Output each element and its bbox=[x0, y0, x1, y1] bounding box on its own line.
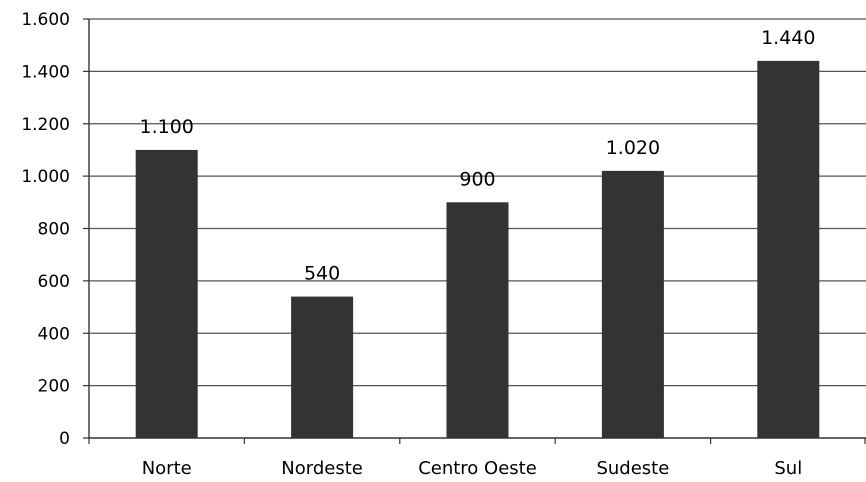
x-tick-label: Sul bbox=[774, 458, 802, 477]
x-tick-label: Nordeste bbox=[281, 458, 363, 477]
bar bbox=[601, 170, 664, 438]
bar-value-label: 1.100 bbox=[139, 116, 193, 138]
x-tick-label: Sudeste bbox=[596, 458, 669, 477]
bar bbox=[135, 149, 198, 438]
y-tick-label: 200 bbox=[38, 377, 70, 397]
y-tick-label: 1.200 bbox=[21, 115, 70, 135]
y-tick-label: 0 bbox=[59, 429, 70, 449]
y-tick-label: 400 bbox=[38, 324, 70, 344]
bar-value-label: 900 bbox=[459, 168, 495, 190]
x-tick-label: Norte bbox=[142, 458, 192, 477]
bar-value-label: 1.020 bbox=[606, 137, 660, 159]
bar-value-label: 1.440 bbox=[761, 27, 815, 49]
bar bbox=[291, 296, 354, 438]
x-tick-label: Centro Oeste bbox=[418, 458, 537, 477]
bar bbox=[446, 202, 509, 438]
bars bbox=[135, 60, 820, 439]
y-tick-label: 1.400 bbox=[21, 62, 70, 82]
y-tick-label: 600 bbox=[38, 272, 70, 292]
y-tick-label: 800 bbox=[38, 220, 70, 240]
y-tick-label: 1.000 bbox=[21, 167, 70, 187]
bar bbox=[757, 60, 820, 439]
bar-value-label: 540 bbox=[304, 263, 340, 285]
y-tick-label: 1.600 bbox=[21, 10, 70, 30]
labels: 0 200 400 600 800 1.000 1.200 1.400 1.600 1.100 No… bbox=[21, 10, 815, 479]
